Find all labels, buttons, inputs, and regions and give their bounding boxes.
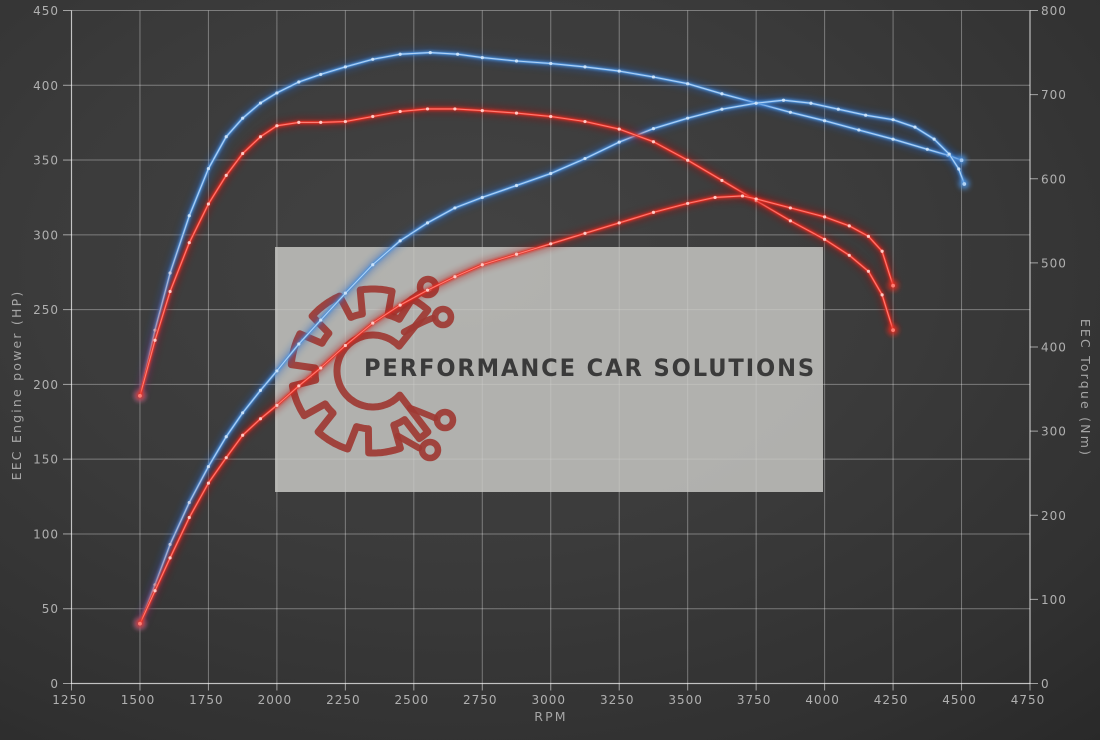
x-tick-label: 2500 [395, 693, 430, 707]
y-right-tick-label: 300 [1041, 425, 1067, 439]
y-left-tick-label: 150 [33, 453, 59, 467]
x-tick-label: 1250 [52, 693, 87, 707]
x-tick-label: 3250 [600, 693, 635, 707]
x-tick-label: 4500 [942, 693, 977, 707]
x-tick-label: 2750 [463, 693, 498, 707]
y-left-tick-label: 300 [33, 228, 59, 242]
y-right-tick-label: 500 [1041, 256, 1067, 270]
y-left-tick-label: 250 [33, 303, 59, 317]
y-right-tick-label: 100 [1041, 593, 1067, 607]
y-left-tick-label: 50 [42, 602, 59, 616]
series-power-run-red [134, 190, 899, 629]
x-tick-label: 4750 [1011, 693, 1046, 707]
y-right-tick-label: 800 [1041, 4, 1067, 18]
y-left-tick-label: 100 [33, 527, 59, 541]
y-left-tick-label: 400 [33, 79, 59, 93]
x-tick-label: 4250 [874, 693, 909, 707]
x-tick-label: 1500 [121, 693, 156, 707]
x-tick-label: 4000 [805, 693, 840, 707]
gear-circuit-logo-icon [287, 275, 457, 462]
y-left-tick-label: 0 [50, 677, 59, 691]
y-left-tick-label: 200 [33, 378, 59, 392]
y-left-tick-label: 350 [33, 154, 59, 168]
x-tick-label: 2000 [258, 693, 293, 707]
tick-labels: 0501001502002503003504004500100200300400… [33, 4, 1067, 707]
y-right-tick-label: 200 [1041, 509, 1067, 523]
y-left-tick-label: 450 [33, 4, 59, 18]
x-tick-label: 2250 [326, 693, 361, 707]
y-right-tick-label: 400 [1041, 341, 1067, 355]
y-right-tick-label: 0 [1041, 677, 1050, 691]
watermark-text: PERFORMANCE CAR SOLUTIONS [364, 354, 816, 382]
series-torque-run-red [134, 103, 899, 401]
watermark: PERFORMANCE CAR SOLUTIONS [275, 247, 823, 492]
x-axis-title: RPM [534, 709, 568, 724]
series-power-run-blue [134, 95, 970, 629]
y-right-axis-title: EEC Torque (Nm) [1078, 319, 1093, 457]
y-right-tick-label: 600 [1041, 172, 1067, 186]
axes [63, 10, 1038, 691]
x-tick-label: 3000 [531, 693, 566, 707]
x-tick-label: 1750 [189, 693, 224, 707]
curves [134, 47, 970, 629]
x-tick-label: 3750 [737, 693, 772, 707]
x-tick-label: 3500 [668, 693, 703, 707]
y-right-tick-label: 700 [1041, 88, 1067, 102]
y-left-axis-title: EEC Engine power (HP) [9, 290, 24, 481]
